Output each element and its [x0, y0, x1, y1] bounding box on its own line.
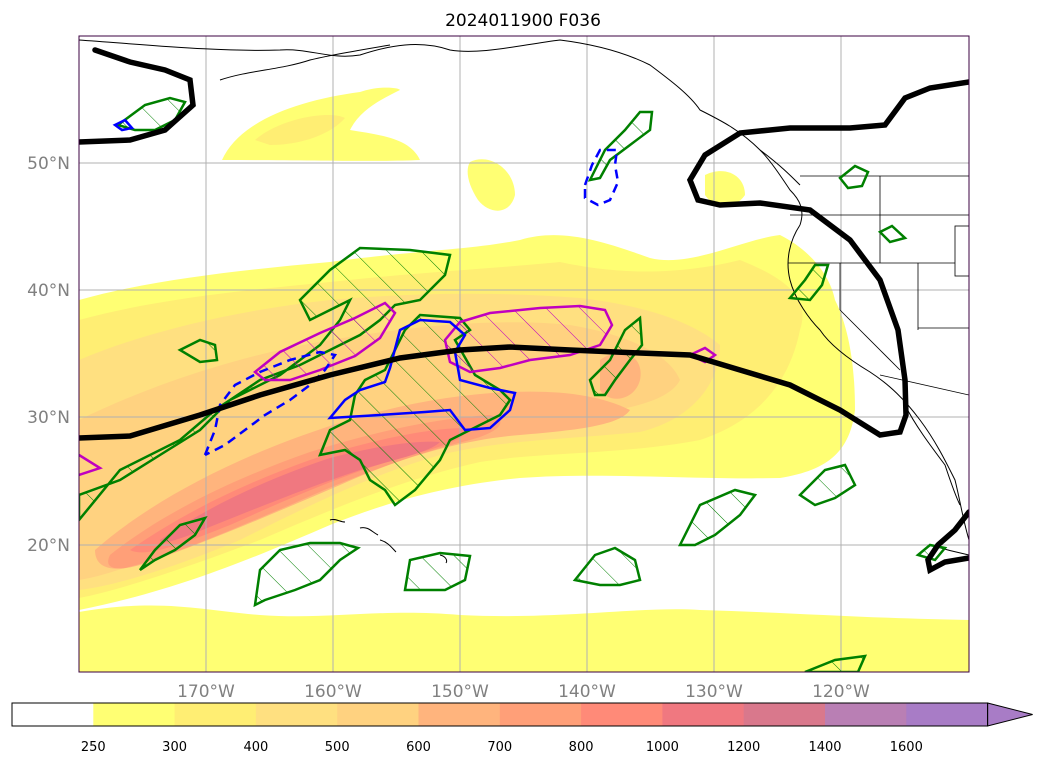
colorbar-outline — [11, 702, 989, 727]
colorbar-tick-label: 1000 — [646, 740, 679, 755]
colorbar-segment — [418, 703, 501, 726]
colorbar-segment — [174, 703, 257, 726]
colorbar-tick-label: 1200 — [727, 740, 760, 755]
colorbar: 250 300 400 500 600 700 800 1000 1200 1400 1600 — [11, 702, 1033, 755]
blue-contours — [112, 118, 620, 457]
colorbar-tick-label: 600 — [406, 740, 431, 755]
colorbar-extend-arrow — [987, 702, 1033, 727]
colorbar-segment — [662, 703, 745, 726]
blue-dashed-contour-west — [203, 350, 338, 457]
bc-coast — [759, 149, 803, 226]
lon-labels: 170°W 160°W 150°W 140°W 130°W 120°W — [177, 682, 870, 702]
green-region-sw-corner — [804, 654, 868, 672]
jet-contour-southeast — [925, 509, 969, 575]
colorbar-segment — [499, 703, 582, 726]
colorbar-segment — [743, 703, 826, 726]
colorbar-tick-label: 800 — [569, 740, 594, 755]
green-region-small1 — [177, 338, 219, 364]
lat-label: 50°N — [27, 154, 70, 174]
ivt-250-southbelt — [79, 605, 969, 672]
magenta-region-edge — [79, 453, 103, 477]
green-region-south3 — [572, 546, 642, 587]
jet-contour-main — [79, 79, 969, 441]
colorbar-segment — [825, 703, 907, 726]
jet-contour-northwest — [79, 47, 196, 145]
ivt-250-blob — [467, 159, 515, 211]
lat-label: 30°N — [27, 408, 70, 428]
colorbar-tick-label: 700 — [487, 740, 512, 755]
colorbar-segment — [93, 703, 176, 726]
coastlines — [79, 39, 969, 564]
colorbar-tick-label: 400 — [243, 740, 268, 755]
colorbar-tick-label: 300 — [162, 740, 187, 755]
green-region-north4 — [877, 224, 908, 244]
chart-title: 2024011900 F036 — [445, 11, 601, 31]
baja — [904, 404, 961, 506]
green-region-west-coast — [787, 263, 830, 302]
blue-small-north — [112, 118, 135, 132]
colorbar-tick-label: 500 — [325, 740, 350, 755]
colorbar-tick-label: 1600 — [890, 740, 923, 755]
lon-label: 150°W — [431, 682, 489, 702]
magenta-region-east — [443, 304, 614, 374]
ivt-250-blob2 — [705, 171, 745, 207]
blue-solid-contour — [327, 318, 517, 432]
lon-label: 160°W — [304, 682, 362, 702]
lon-label: 140°W — [558, 682, 616, 702]
green-region-south2 — [403, 551, 472, 592]
colorbar-segment — [581, 703, 663, 726]
lat-label: 40°N — [27, 281, 70, 301]
green-region-southwest — [139, 515, 208, 572]
map-frame — [78, 35, 970, 673]
colorbar-segment — [12, 703, 94, 726]
ivt-300-north — [255, 114, 345, 145]
lon-label: 170°W — [177, 682, 235, 702]
green-region-north3 — [838, 164, 870, 190]
lon-label: 130°W — [685, 682, 743, 702]
green-region-south4 — [677, 488, 758, 547]
colorbar-segment — [255, 703, 338, 726]
green-region-north1 — [115, 96, 187, 132]
green-region-south1 — [253, 541, 361, 608]
lon-label: 120°W — [812, 682, 870, 702]
green-region-east — [798, 463, 857, 507]
lat-label: 20°N — [27, 536, 70, 556]
aleutians — [219, 44, 391, 81]
west-coast — [787, 224, 969, 541]
colorbar-segment — [906, 703, 989, 726]
green-region-north2 — [587, 110, 654, 182]
hawaii — [329, 518, 448, 564]
blue-dashed-contour-north — [583, 148, 620, 207]
map-area — [79, 36, 969, 672]
jet-contours — [79, 47, 969, 575]
lat-labels: 50°N 40°N 30°N 20°N — [27, 154, 70, 556]
colorbar-segment — [337, 703, 419, 726]
colorbar-tick-label: 250 — [81, 740, 106, 755]
alaska-coast — [79, 39, 801, 186]
colorbar-tick-label: 1400 — [808, 740, 841, 755]
